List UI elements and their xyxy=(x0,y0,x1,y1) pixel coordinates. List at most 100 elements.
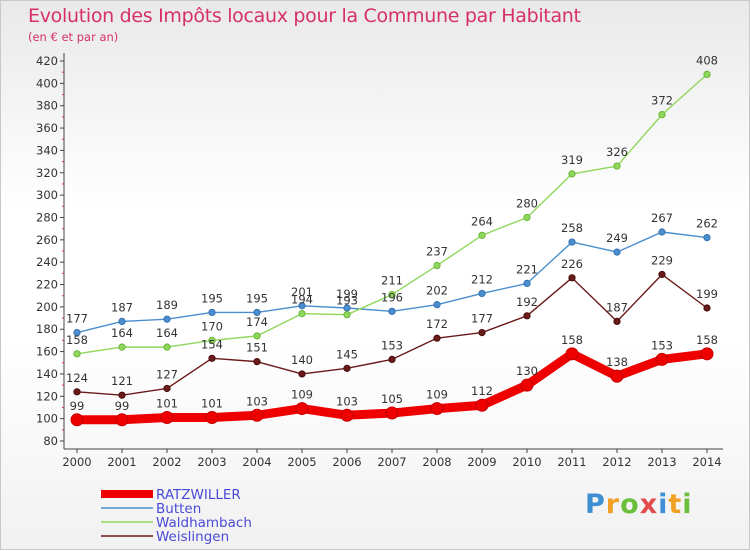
chart-subtitle: (en € et par an) xyxy=(28,30,119,44)
data-point xyxy=(208,354,216,362)
data-label: 145 xyxy=(336,347,358,361)
data-point xyxy=(478,289,486,298)
x-tick-label: 2008 xyxy=(422,455,451,469)
x-tick-label: 2003 xyxy=(197,455,226,469)
data-label: 158 xyxy=(696,333,718,347)
data-label: 138 xyxy=(606,355,628,369)
data-point xyxy=(298,302,306,310)
legend-label: Butten xyxy=(156,501,201,517)
data-point xyxy=(703,233,711,242)
data-label: 109 xyxy=(426,388,448,402)
data-point xyxy=(73,328,81,337)
x-tick-label: 2010 xyxy=(512,455,541,469)
data-point xyxy=(163,384,171,393)
data-point xyxy=(208,336,216,345)
data-point xyxy=(658,228,666,236)
legend-label: Waldhambach xyxy=(156,515,252,531)
proxiti-logo: Proxiti xyxy=(585,489,693,520)
data-label: 174 xyxy=(246,315,268,329)
data-label: 237 xyxy=(426,245,448,259)
y-tick-label: 320 xyxy=(36,166,58,180)
data-label: 226 xyxy=(561,257,583,271)
data-label: 101 xyxy=(156,397,178,411)
logo-letter: t xyxy=(668,489,683,520)
y-tick-label: 260 xyxy=(36,233,58,247)
data-label: 249 xyxy=(606,231,628,245)
data-point xyxy=(568,170,576,178)
data-label: 264 xyxy=(471,214,493,228)
data-label: 121 xyxy=(111,374,133,388)
data-label: 195 xyxy=(201,291,223,305)
x-tick-label: 2004 xyxy=(242,455,271,469)
data-label: 280 xyxy=(516,196,538,210)
logo-letter: r xyxy=(605,489,621,520)
data-label: 130 xyxy=(516,364,538,378)
data-label: 177 xyxy=(471,312,493,326)
data-label: 192 xyxy=(516,295,538,309)
data-label: 103 xyxy=(336,394,358,408)
data-label: 221 xyxy=(516,262,538,276)
x-tick-label: 2005 xyxy=(287,455,316,469)
data-point xyxy=(523,213,531,222)
data-label: 319 xyxy=(561,153,583,167)
y-tick-label: 340 xyxy=(36,143,58,157)
data-label: 105 xyxy=(381,392,403,406)
logo-letter: P xyxy=(585,489,606,520)
data-label: 103 xyxy=(246,394,268,408)
legend-label: Weislingen xyxy=(156,529,229,545)
y-tick-label: 100 xyxy=(36,412,58,426)
data-point xyxy=(295,402,309,416)
data-point xyxy=(343,311,351,319)
data-point xyxy=(523,279,531,288)
data-label: 202 xyxy=(426,284,448,298)
y-tick-label: 200 xyxy=(36,300,58,314)
logo-letter: o xyxy=(620,489,640,520)
data-point xyxy=(118,343,126,351)
chart-title: Evolution des Impôts locaux pour la Comm… xyxy=(28,5,581,27)
y-tick-label: 280 xyxy=(36,210,58,224)
data-label: 258 xyxy=(561,221,583,235)
y-tick-label: 400 xyxy=(36,76,58,90)
x-tick-label: 2014 xyxy=(692,455,721,469)
y-tick-label: 220 xyxy=(36,278,58,292)
data-point xyxy=(298,309,306,318)
data-label: 194 xyxy=(291,293,313,307)
data-point xyxy=(478,328,486,337)
x-tick-label: 2001 xyxy=(107,455,136,469)
data-label: 211 xyxy=(381,274,403,288)
data-label: 201 xyxy=(291,285,313,299)
data-label: 151 xyxy=(246,341,268,355)
data-point xyxy=(208,308,216,317)
data-label: 229 xyxy=(651,253,673,267)
data-point xyxy=(703,304,711,312)
data-label: 164 xyxy=(156,326,178,340)
x-tick-label: 2007 xyxy=(377,455,406,469)
data-point xyxy=(253,358,261,366)
data-label: 112 xyxy=(471,384,493,398)
data-point xyxy=(700,347,714,361)
y-tick-label: 120 xyxy=(36,389,58,403)
data-point xyxy=(343,364,351,372)
data-label: 199 xyxy=(696,287,718,301)
y-tick-label: 380 xyxy=(36,99,58,113)
data-label: 189 xyxy=(156,298,178,312)
data-point xyxy=(388,355,396,364)
data-label: 127 xyxy=(156,367,178,381)
data-point xyxy=(523,312,531,320)
data-point xyxy=(298,370,306,378)
y-tick-label: 360 xyxy=(36,121,58,135)
data-label: 187 xyxy=(111,300,133,314)
data-point xyxy=(433,334,441,342)
legend-label: RATZWILLER xyxy=(156,487,241,503)
data-label: 140 xyxy=(291,353,313,367)
data-point xyxy=(433,301,441,309)
data-label: 172 xyxy=(426,317,448,331)
data-point xyxy=(118,317,126,326)
data-point xyxy=(115,413,129,427)
data-point xyxy=(568,238,576,246)
data-label: 124 xyxy=(66,371,88,385)
data-label: 154 xyxy=(201,337,223,351)
data-point xyxy=(253,308,261,317)
data-point xyxy=(253,332,261,340)
